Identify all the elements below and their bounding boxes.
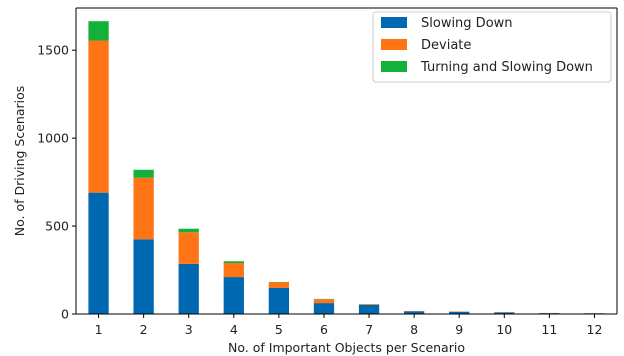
- x-ticks-group: 1 2 3 4 5 6 7 8 9 10 11 12: [95, 314, 603, 337]
- bar-slowing-down-8: [403, 311, 425, 314]
- bar-deviate-3: [178, 232, 199, 264]
- x-tick-label: 4: [230, 322, 238, 337]
- bar-deviate-5: [268, 282, 290, 288]
- x-tick-label: 9: [455, 322, 463, 337]
- x-tick-label: 8: [410, 322, 418, 337]
- y-tick-label: 1000: [37, 131, 69, 146]
- bar-slowing-down-4: [223, 277, 244, 314]
- x-tick-label: 12: [587, 322, 603, 337]
- bar-slowing-down-1: [88, 192, 109, 314]
- legend-swatch: [381, 17, 407, 28]
- bar-deviate-4: [223, 263, 244, 278]
- bar-slowing-down-2: [133, 239, 154, 314]
- bar-slowing-down-5: [268, 287, 290, 314]
- y-axis-label: No. of Driving Scenarios: [12, 86, 27, 237]
- legend-swatch: [381, 39, 407, 50]
- x-tick-label: 10: [496, 322, 512, 337]
- x-tick-label: 11: [541, 322, 557, 337]
- bar-slowing-down-7: [358, 304, 380, 314]
- bar-deviate-6: [313, 299, 335, 304]
- x-tick-label: 7: [365, 322, 373, 337]
- bar-slowing-down-6: [313, 303, 335, 314]
- y-tick-label: 1500: [37, 43, 69, 58]
- bar-slowing-down-3: [178, 263, 199, 314]
- legend-label: Slowing Down: [421, 16, 513, 31]
- y-tick-label: 500: [45, 219, 69, 234]
- bar-turning-and-slowing-down-4: [223, 261, 244, 263]
- x-axis-label: No. of Important Objects per Scenario: [228, 340, 465, 355]
- bar-turning-and-slowing-down-1: [88, 21, 109, 41]
- x-tick-label: 5: [275, 322, 283, 337]
- bar-deviate-2: [133, 177, 154, 240]
- bar-turning-and-slowing-down-3: [178, 228, 199, 233]
- legend-label: Deviate: [421, 38, 471, 53]
- legend-swatch: [381, 61, 407, 72]
- bar-turning-and-slowing-down-2: [133, 169, 154, 178]
- bars-group: [88, 21, 605, 314]
- axes-frame: [75, 7, 618, 315]
- bar-slowing-down-9: [449, 311, 470, 314]
- legend-label: Turning and Slowing Down: [420, 60, 593, 75]
- x-tick-label: 3: [185, 322, 193, 337]
- x-tick-label: 2: [140, 322, 148, 337]
- bar-deviate-7: [358, 304, 380, 305]
- y-ticks-group: 0 500 1000 1500: [37, 43, 76, 322]
- bar-slowing-down-10: [494, 312, 515, 314]
- legend-box: [372, 11, 612, 83]
- legend: Slowing Down Deviate Turning and Slowing D…: [372, 11, 612, 83]
- bar-deviate-1: [88, 40, 109, 193]
- x-tick-label: 1: [95, 322, 103, 337]
- x-tick-label: 6: [320, 322, 328, 337]
- y-tick-label: 0: [61, 307, 69, 322]
